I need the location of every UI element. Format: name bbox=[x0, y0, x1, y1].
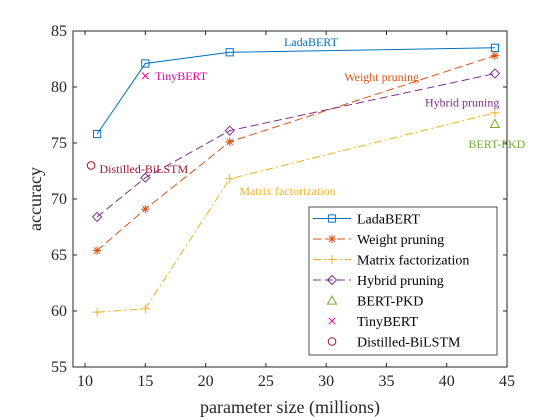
x-tick-label: 20 bbox=[198, 373, 214, 390]
point-matrix-factorization bbox=[140, 304, 150, 314]
annotation-label: TinyBERT bbox=[155, 69, 208, 83]
annotation-label: LadaBERT bbox=[284, 35, 339, 49]
x-axis-label: parameter size (millions) bbox=[200, 397, 380, 418]
y-tick-labels: 55 60 65 70 75 80 85 bbox=[51, 23, 67, 376]
legend-label: BERT-PKD bbox=[357, 295, 423, 310]
point-weight-pruning bbox=[92, 246, 102, 255]
point-weight-pruning bbox=[225, 137, 234, 147]
legend-label: LadaBERT bbox=[357, 213, 420, 228]
point-distilled-bilstm bbox=[86, 161, 96, 170]
y-tick-label: 80 bbox=[51, 79, 67, 96]
point-ladabert bbox=[93, 129, 102, 139]
x-tick-label: 15 bbox=[137, 373, 153, 390]
point-bert-pkd bbox=[489, 118, 501, 129]
axis-ticks bbox=[73, 30, 508, 368]
series-markers bbox=[86, 43, 501, 317]
series-lines bbox=[96, 47, 496, 313]
series-line-matrix-factorization bbox=[97, 112, 496, 313]
legend-marker bbox=[327, 337, 337, 346]
legend-label: Distilled-BiLSTM bbox=[357, 336, 461, 351]
legend-marker bbox=[326, 294, 338, 305]
x-tick-label: 40 bbox=[439, 373, 455, 390]
annotations: LadaBERT TinyBERT Weight pruning Hybrid pru… bbox=[100, 35, 526, 198]
legend-marker bbox=[327, 214, 337, 223]
point-ladabert bbox=[225, 48, 234, 57]
point-matrix-factorization bbox=[490, 108, 500, 118]
x-tick-labels: 10 15 20 25 30 35 40 45 bbox=[77, 373, 515, 390]
legend-label: TinyBERT bbox=[357, 315, 418, 330]
annotation-label: Weight pruning bbox=[344, 70, 419, 84]
annotation-label: Matrix factorization bbox=[239, 184, 335, 198]
point-weight-pruning bbox=[141, 204, 150, 214]
y-tick-label: 85 bbox=[51, 23, 67, 40]
point-hybrid-pruning bbox=[91, 211, 103, 223]
legend-marker bbox=[327, 234, 337, 244]
legend-marker bbox=[328, 317, 336, 325]
annotation-label: BERT-PKD bbox=[468, 137, 525, 151]
legend-marker bbox=[326, 274, 338, 286]
y-tick-label: 70 bbox=[51, 191, 67, 208]
y-tick-label: 60 bbox=[51, 303, 67, 320]
point-ladabert bbox=[490, 43, 500, 52]
point-tinybert bbox=[141, 72, 149, 80]
point-hybrid-pruning bbox=[224, 125, 235, 136]
point-matrix-factorization bbox=[92, 307, 102, 317]
point-weight-pruning bbox=[490, 51, 500, 60]
annotation-label: Hybrid pruning bbox=[425, 96, 499, 110]
x-tick-label: 35 bbox=[378, 373, 394, 390]
legend-label: Hybrid pruning bbox=[357, 274, 444, 289]
legend-marker bbox=[327, 255, 337, 264]
legend-box bbox=[308, 206, 498, 356]
y-axis-label: accuracy bbox=[25, 167, 45, 231]
y-tick-label: 75 bbox=[51, 135, 67, 152]
point-hybrid-pruning bbox=[140, 172, 151, 183]
y-tick-label: 55 bbox=[51, 359, 67, 376]
point-matrix-factorization bbox=[225, 174, 235, 184]
legend-label: Weight pruning bbox=[357, 233, 444, 248]
x-tick-label: 10 bbox=[77, 373, 93, 390]
annotation-label: Distilled-BiLSTM bbox=[100, 162, 189, 176]
x-tick-label: 45 bbox=[499, 373, 515, 390]
series-line-hybrid-pruning bbox=[96, 73, 496, 218]
x-tick-label: 30 bbox=[318, 373, 334, 390]
y-tick-label: 65 bbox=[51, 247, 67, 264]
legend-label: Matrix factorization bbox=[357, 254, 469, 269]
legend: LadaBERT Weight pruning Matrix factorizati… bbox=[308, 206, 498, 356]
series-line-weight-pruning bbox=[96, 55, 496, 251]
point-ladabert bbox=[141, 59, 150, 68]
point-hybrid-pruning bbox=[489, 68, 501, 79]
series-line-ladabert bbox=[96, 47, 495, 135]
x-tick-label: 25 bbox=[258, 373, 274, 390]
